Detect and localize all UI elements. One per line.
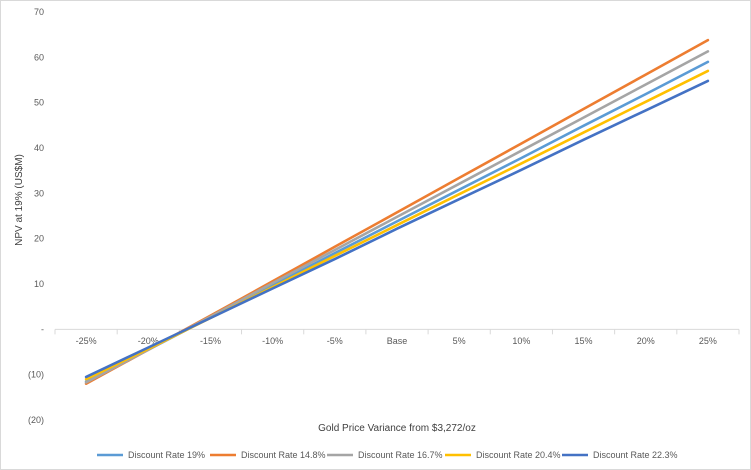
series-lines — [84, 38, 710, 386]
y-tick-label: 20 — [34, 234, 44, 244]
x-tick-label: -15% — [200, 336, 221, 346]
y-axis: 70 60 50 40 30 20 10 - (10) (20) — [28, 7, 44, 425]
x-tick-label: 25% — [699, 336, 717, 346]
y-tick-label: 70 — [34, 7, 44, 17]
y-tick-label: 50 — [34, 98, 44, 108]
legend-label: Discount Rate 14.8% — [241, 450, 326, 460]
x-tick-label: 20% — [637, 336, 655, 346]
x-axis: -25% -20% -15% -10% -5% Base 5% 10% 15% 20% 25% — [54, 328, 740, 346]
series-line-5 — [84, 79, 710, 379]
x-tick-label: -10% — [262, 336, 283, 346]
y-axis-title: NPV at 19% (US$M) — [14, 154, 25, 246]
legend-label: Discount Rate 20.4% — [476, 450, 561, 460]
x-tick-label: Base — [387, 336, 408, 346]
legend-label: Discount Rate 22.3% — [593, 450, 678, 460]
legend-label: Discount Rate 19% — [128, 450, 205, 460]
y-tick-label: (10) — [28, 370, 44, 380]
y-tick-label: (20) — [28, 415, 44, 425]
x-tick-label: 15% — [575, 336, 593, 346]
x-tick-label: 5% — [453, 336, 466, 346]
y-tick-label: 40 — [34, 143, 44, 153]
x-tick-label: -20% — [138, 336, 159, 346]
y-tick-label: - — [41, 324, 44, 334]
y-tick-label: 10 — [34, 279, 44, 289]
y-tick-label: 60 — [34, 52, 44, 62]
legend-label: Discount Rate 16.7% — [358, 450, 443, 460]
x-tick-label: -5% — [327, 336, 343, 346]
x-axis-title: Gold Price Variance from $3,272/oz — [318, 423, 476, 434]
x-tick-label: -25% — [76, 336, 97, 346]
y-tick-label: 30 — [34, 188, 44, 198]
x-tick-label: 10% — [512, 336, 530, 346]
legend: Discount Rate 19% Discount Rate 14.8% Disc… — [97, 450, 678, 460]
